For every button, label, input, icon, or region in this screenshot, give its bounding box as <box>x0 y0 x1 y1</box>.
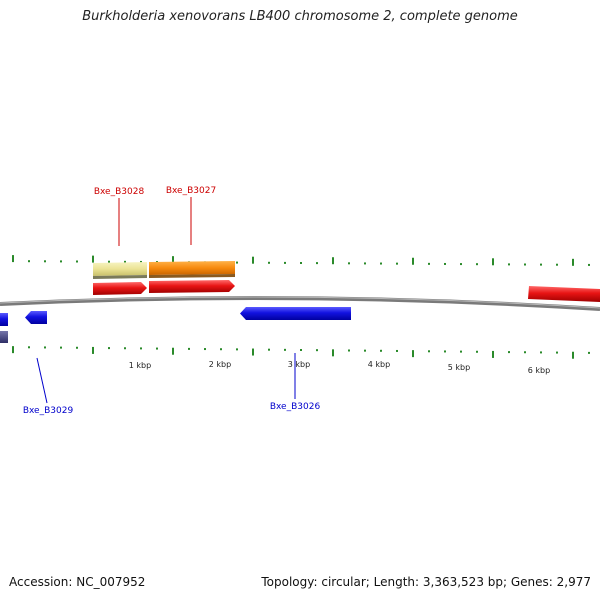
scale-label-5kbp: 5 kbp <box>448 363 470 372</box>
gene-bxe-b3028[interactable] <box>93 282 147 295</box>
gene-forward-right-edge[interactable] <box>528 286 600 302</box>
orange-feature-bxe-b3027[interactable] <box>149 261 235 278</box>
gene-label-bxe-b3029[interactable]: Bxe_B3029 <box>23 406 74 416</box>
scale-label-2kbp: 2 kbp <box>209 360 231 369</box>
scale-label-1kbp: 1 kbp <box>129 361 151 370</box>
scale-label-3kbp: 3 kbp <box>288 360 310 369</box>
genome-title: Burkholderia xenovorans LB400 chromosome… <box>82 9 518 24</box>
gene-reverse-left-edge[interactable] <box>0 313 8 326</box>
gene-bxe-b3027[interactable] <box>149 280 235 293</box>
scale-label-6kbp: 6 kbp <box>528 366 550 375</box>
gene-label-bxe-b3028[interactable]: Bxe_B3028 <box>94 187 145 197</box>
gene-label-bxe-b3027[interactable]: Bxe_B3027 <box>166 186 216 196</box>
gene-bxe-b3026[interactable] <box>240 307 351 320</box>
scale-label-4kbp: 4 kbp <box>368 360 390 369</box>
gene-bxe-b3029[interactable] <box>25 311 47 324</box>
lower-tick-track <box>12 346 590 359</box>
gene-label-bxe-b3026[interactable]: Bxe_B3026 <box>270 402 321 412</box>
yellow-feature-bxe-b3028[interactable] <box>93 262 147 279</box>
genome-backbone-highlight <box>0 296 600 309</box>
accession-label: Accession: NC_007952 <box>9 575 146 589</box>
genome-summary-label: Topology: circular; Length: 3,363,523 bp… <box>261 575 591 589</box>
leader-line-bxe-b3029 <box>36 357 48 404</box>
genome-backbone <box>0 296 600 311</box>
navy-feature-left-edge[interactable] <box>0 331 8 343</box>
